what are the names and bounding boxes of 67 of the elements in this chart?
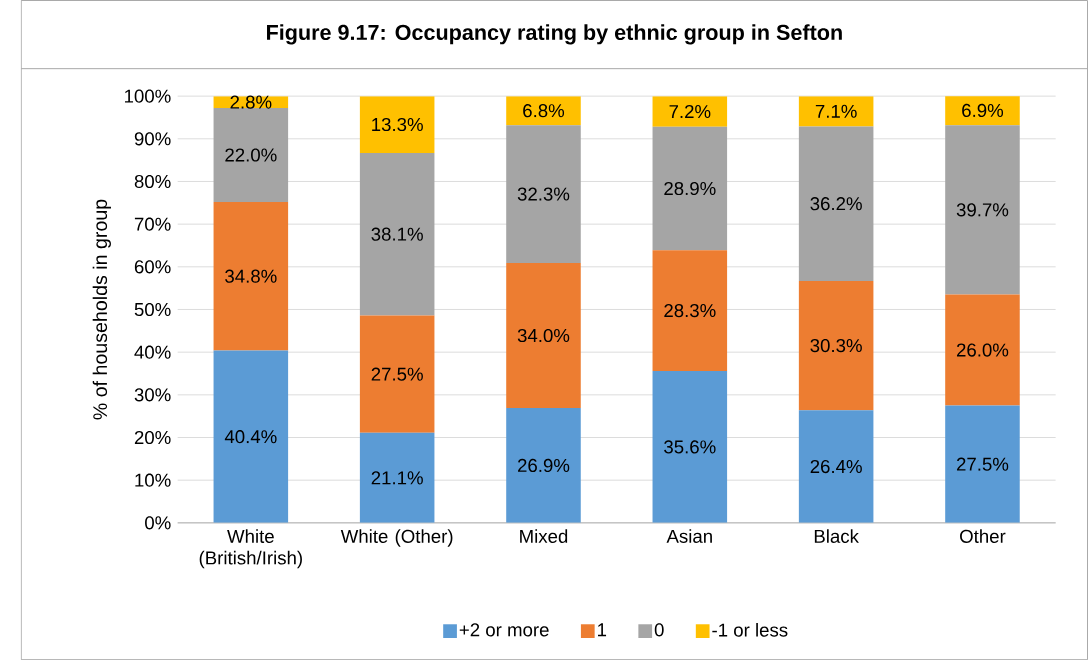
bar	[798, 280, 874, 411]
y-tick-label: 20%	[134, 430, 171, 445]
bar	[359, 315, 435, 433]
y-tick-label: 40%	[134, 345, 171, 359]
data-label: 40.4%	[224, 429, 277, 444]
data-label: 38.1%	[371, 227, 423, 241]
data-label: 26.9%	[518, 458, 570, 472]
data-label: 32.3%	[517, 187, 570, 201]
bar	[359, 152, 435, 316]
data-label: 36.2%	[810, 196, 862, 211]
y-tick-label: 100%	[125, 89, 171, 103]
x-tick-label: Other	[960, 529, 1006, 543]
legend-label: 1	[598, 623, 607, 637]
data-label: 6.8%	[523, 103, 565, 118]
bar	[945, 125, 1020, 295]
data-label: 35.6%	[664, 440, 716, 454]
x-tick-label: White (British/Irish)	[199, 529, 302, 569]
data-label: 21.1%	[371, 471, 423, 485]
bar	[945, 405, 1020, 523]
data-label: 22.0%	[225, 148, 277, 162]
data-label: 13.3%	[372, 117, 423, 132]
data-label: 6.9%	[962, 103, 1004, 117]
data-label: 28.9%	[664, 181, 716, 196]
bar	[652, 370, 728, 523]
data-label: 34.0%	[517, 328, 570, 343]
bar	[798, 410, 874, 523]
x-tick-label: Black	[814, 529, 859, 543]
data-label: 28.3%	[664, 303, 716, 318]
data-label: 30.3%	[810, 338, 862, 353]
y-tick-label: 10%	[135, 473, 171, 487]
y-tick-label: 90%	[134, 132, 171, 146]
data-label: 26.0%	[956, 343, 1009, 357]
bar	[359, 432, 435, 523]
legend-label: +2 or more	[459, 623, 549, 637]
x-tick-label: White (Other)	[340, 529, 453, 547]
bar	[213, 107, 289, 202]
legend-label: 0	[654, 623, 664, 637]
data-label: 26.4%	[810, 459, 862, 474]
y-tick-label: 70%	[134, 217, 171, 231]
legend-label: -1 or less	[712, 622, 788, 637]
bar	[652, 250, 728, 371]
bar	[359, 96, 435, 153]
bar	[213, 350, 289, 523]
chart-title: Figure 9.17: Occupancy rating by ethnic group in Sefton	[267, 24, 842, 45]
x-tick-label: Mixed	[520, 529, 568, 543]
data-label: 7.2%	[669, 104, 711, 118]
y-tick-label: 30%	[134, 388, 171, 402]
bar	[798, 126, 874, 281]
data-label: 39.7%	[956, 203, 1009, 217]
data-label: 7.1%	[815, 104, 857, 118]
data-label: 27.5%	[956, 457, 1009, 471]
bar	[213, 201, 289, 351]
y-tick-label: 80%	[134, 174, 171, 188]
y-tick-label: 60%	[134, 260, 171, 274]
bar	[506, 407, 581, 523]
bar	[945, 294, 1020, 406]
y-axis-title: % of households in group	[92, 199, 111, 420]
data-label: 34.8%	[225, 269, 277, 283]
bar	[652, 126, 728, 251]
bar	[506, 262, 581, 408]
data-label: 27.5%	[371, 367, 423, 381]
x-tick-label: Asian	[666, 529, 712, 543]
bar	[506, 125, 581, 263]
data-label: 2.8%	[230, 95, 272, 109]
y-tick-label: 50%	[134, 302, 171, 316]
y-tick-label: 0%	[145, 516, 171, 530]
bar	[652, 96, 728, 127]
